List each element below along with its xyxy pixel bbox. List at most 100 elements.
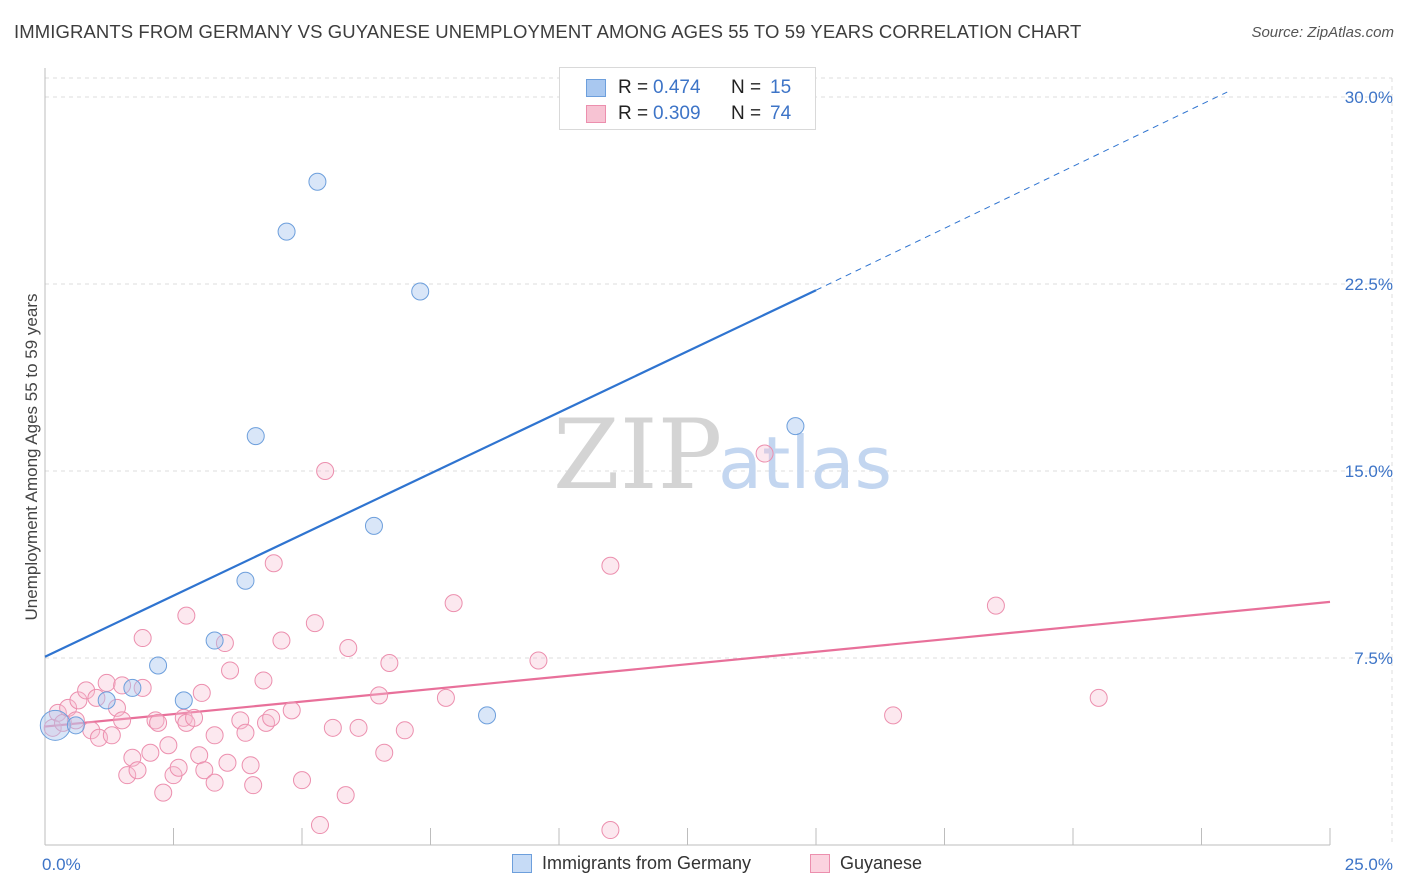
legend-n-value: 15 (770, 77, 792, 98)
germany-point (308, 172, 327, 191)
guyanese-point (986, 596, 1005, 615)
guyanese-point (601, 821, 620, 840)
guyanese-point (218, 753, 237, 772)
x-tick-label: 25.0% (1345, 855, 1393, 874)
guyanese-point (305, 614, 324, 633)
axes (44, 68, 1331, 846)
germany-point (786, 417, 805, 436)
guyanese-point (444, 594, 463, 613)
legend-r-label: R = (618, 77, 649, 98)
legend-swatch-guyanese (586, 105, 606, 123)
guyanese-point (241, 756, 260, 775)
guyanese-point (87, 688, 106, 707)
guyanese-point (113, 711, 132, 730)
guyanese-point (169, 758, 188, 777)
guyanese-point (48, 703, 67, 722)
guyanese-point (190, 746, 209, 765)
germany-point (97, 691, 116, 710)
germany-point (66, 716, 85, 735)
guyanese-point (205, 773, 224, 792)
legend-n-label: N = (731, 77, 762, 98)
guyanese-point (205, 726, 224, 745)
legend-n-label: N = (731, 103, 762, 124)
trend-line-germany (44, 289, 817, 658)
guyanese-point (146, 711, 165, 730)
germany-point (123, 678, 142, 697)
guyanese-point (192, 683, 211, 702)
tick-labels: 7.5% 15.0% 22.5% 30.0% 0.0% 25.0% (42, 88, 1393, 874)
guyanese-point (177, 606, 196, 625)
guyanese-point (77, 681, 96, 700)
trend-line-guyanese (44, 600, 1331, 728)
correlation-legend: R = 0.474 N = 15 R = 0.309 N = 74 (559, 67, 816, 130)
legend-label-germany: Immigrants from Germany (542, 853, 752, 873)
guyanese-point (185, 708, 204, 727)
chart-title: IMMIGRANTS FROM GERMANY VS GUYANESE UNEM… (14, 21, 1082, 42)
guyanese-point (316, 462, 335, 480)
guyanese-point (236, 723, 255, 742)
y-axis-label: Unemployment Among Ages 55 to 59 years (22, 294, 41, 621)
guyanese-point (113, 676, 132, 695)
germany-point (205, 631, 224, 650)
guyanese-point (128, 761, 147, 780)
guyanese-point (154, 783, 173, 802)
guyanese-point (264, 554, 283, 573)
guyanese-point (118, 766, 137, 785)
guyanese-point (339, 639, 358, 658)
guyanese-point (254, 671, 273, 690)
legend-n-value: 74 (770, 103, 792, 124)
guyanese-point (323, 718, 342, 737)
legend-swatch-germany (586, 79, 606, 97)
guyanese-point (755, 444, 774, 463)
guyanese-point (66, 711, 85, 730)
guyanese-point (395, 721, 414, 740)
guyanese-point (272, 631, 291, 650)
trend-lines (44, 91, 1331, 728)
source-label: Source: ZipAtlas.com (1251, 24, 1394, 41)
guyanese-point (601, 556, 620, 575)
guyanese-point (97, 673, 116, 692)
guyanese-point (195, 761, 214, 780)
guyanese-point (149, 713, 168, 732)
guyanese-point (133, 678, 152, 697)
series-legend: Immigrants from Germany Guyanese (0, 852, 1406, 878)
x-tick-label: 0.0% (42, 855, 81, 874)
guyanese-point (257, 713, 276, 732)
legend-r-value: 0.309 (653, 103, 701, 124)
guyanese-point (336, 786, 355, 805)
germany-point (174, 691, 193, 710)
guyanese-point (380, 653, 399, 672)
germany-point (236, 571, 255, 590)
germany-point (149, 656, 168, 675)
legend-swatch-guyanese (810, 854, 830, 873)
y-tick-label: 22.5% (1345, 275, 1393, 294)
watermark-atlas: atlas (718, 421, 892, 505)
guyanese-point (529, 651, 548, 670)
legend-r-value: 0.474 (653, 77, 701, 98)
legend-label-guyanese: Guyanese (840, 853, 923, 873)
germany-point (39, 709, 71, 741)
guyanese-point (310, 816, 329, 835)
guyanese-point (282, 701, 301, 720)
legend-swatch-germany (512, 854, 532, 873)
guyanese-point (221, 661, 240, 680)
y-tick-label: 7.5% (1354, 649, 1393, 668)
trend-line-germany-extension (815, 91, 1228, 291)
germany-point (364, 516, 383, 535)
guyanese-point (375, 743, 394, 762)
guyanese-point (884, 706, 903, 725)
y-tick-label: 15.0% (1345, 462, 1393, 481)
guyanese-point (370, 686, 389, 705)
guyanese-point (293, 771, 311, 790)
germany-point (411, 282, 430, 301)
germany-point (277, 222, 296, 241)
data-points (39, 172, 1108, 840)
watermark-zip: ZIP (553, 399, 722, 511)
y-tick-label: 30.0% (1345, 88, 1393, 107)
guyanese-point (141, 743, 160, 762)
guyanese-point (69, 691, 88, 710)
legend-r-label: R = (618, 103, 649, 124)
guyanese-point (133, 629, 152, 648)
guyanese-point (244, 776, 263, 795)
